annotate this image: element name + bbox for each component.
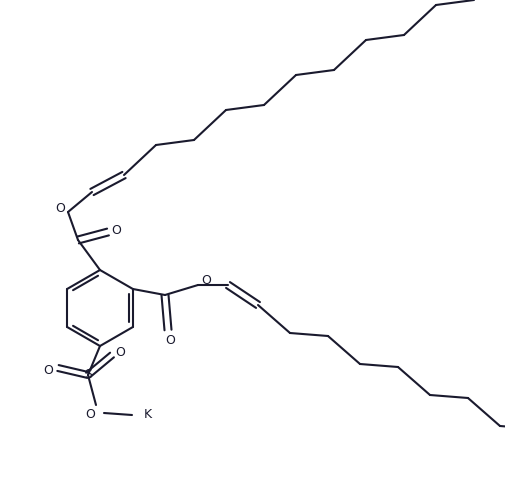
Text: O: O (55, 201, 65, 215)
Text: O: O (85, 409, 95, 421)
Text: K: K (143, 409, 152, 421)
Text: O: O (165, 333, 175, 347)
Text: O: O (111, 223, 121, 237)
Text: O: O (115, 346, 125, 358)
Text: O: O (43, 363, 53, 377)
Text: S: S (84, 369, 92, 382)
Text: O: O (200, 274, 211, 288)
